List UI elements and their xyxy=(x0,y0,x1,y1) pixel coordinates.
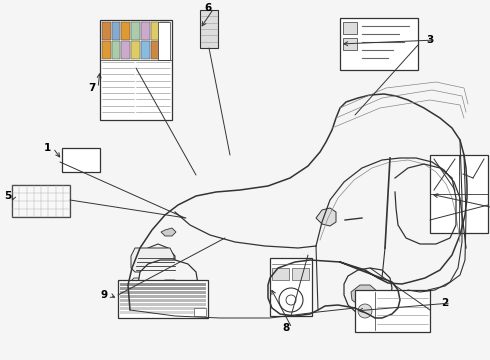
Polygon shape xyxy=(130,278,178,294)
Bar xyxy=(131,22,140,40)
Bar xyxy=(141,41,149,59)
Text: 6: 6 xyxy=(204,3,212,13)
Text: 1: 1 xyxy=(44,143,50,153)
Bar xyxy=(343,38,357,50)
Bar xyxy=(102,22,111,40)
Polygon shape xyxy=(161,228,176,236)
Bar xyxy=(122,41,130,59)
Bar xyxy=(270,258,312,316)
Bar xyxy=(102,41,111,59)
Bar xyxy=(122,22,130,40)
Bar xyxy=(158,22,170,60)
Polygon shape xyxy=(316,208,336,226)
Bar xyxy=(141,22,149,40)
Polygon shape xyxy=(155,280,182,300)
Bar xyxy=(118,280,208,318)
Bar xyxy=(200,10,218,48)
Bar xyxy=(430,155,488,233)
Bar xyxy=(112,22,121,40)
Bar xyxy=(340,18,418,70)
Text: 7: 7 xyxy=(88,83,96,93)
Text: 2: 2 xyxy=(441,298,449,308)
Bar xyxy=(343,22,357,34)
Bar xyxy=(272,268,289,280)
Bar xyxy=(112,41,121,59)
Bar xyxy=(355,290,430,332)
Bar xyxy=(150,41,159,59)
Polygon shape xyxy=(344,268,392,316)
Bar xyxy=(62,148,100,172)
Bar xyxy=(100,20,172,120)
Polygon shape xyxy=(136,280,164,290)
Text: 9: 9 xyxy=(100,290,108,300)
Bar xyxy=(160,22,169,40)
Text: 5: 5 xyxy=(4,191,12,201)
Bar xyxy=(194,308,206,316)
Bar xyxy=(131,41,140,59)
Bar xyxy=(160,41,169,59)
Bar xyxy=(12,185,70,217)
Polygon shape xyxy=(138,260,198,312)
Bar xyxy=(292,268,309,280)
Bar xyxy=(150,22,159,40)
Polygon shape xyxy=(131,248,174,272)
Text: 8: 8 xyxy=(282,323,290,333)
Circle shape xyxy=(358,304,372,318)
Text: 3: 3 xyxy=(426,35,434,45)
Polygon shape xyxy=(351,285,378,306)
